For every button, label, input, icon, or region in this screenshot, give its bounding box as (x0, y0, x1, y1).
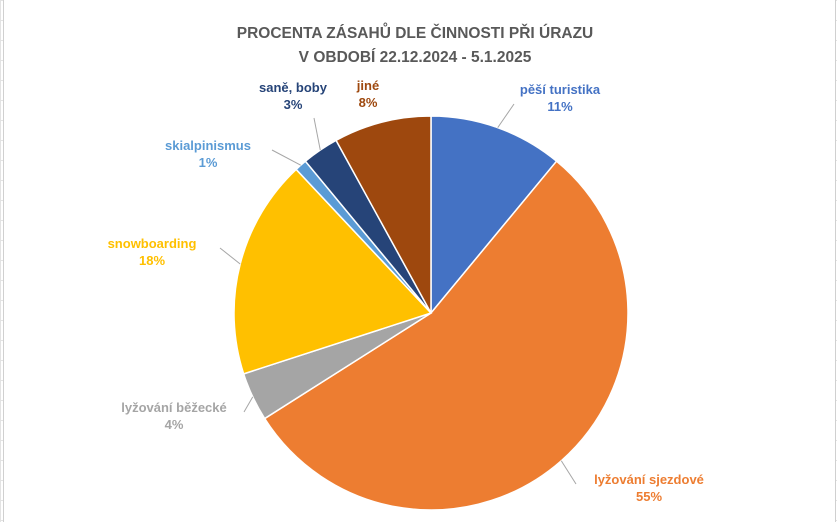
data-label-name-2: lyžování běžecké (121, 400, 227, 415)
data-label-value-5: 3% (284, 97, 303, 112)
data-label-value-6: 8% (359, 95, 378, 110)
data-label-name-3: snowboarding (108, 236, 197, 251)
pie-slice-1[interactable] (263, 160, 629, 511)
leader-line-3 (219, 247, 241, 265)
data-label-name-0: pěší turistika (520, 82, 601, 97)
chart-title-line-2: V OBDOBÍ 22.12.2024 - 5.1.2025 (299, 49, 532, 66)
data-label-value-1: 55% (636, 489, 662, 504)
data-label-value-0: 11% (547, 99, 573, 114)
data-label-value-4: 1% (199, 155, 218, 170)
data-label-value-2: 4% (165, 417, 184, 432)
chart-area[interactable]: PROCENTA ZÁSAHŮ DLE ČINNOSTI PŘI ÚRAZU V… (3, 0, 836, 522)
data-label-name-4: skialpinismus (165, 138, 251, 153)
data-label-name-1: lyžování sjezdové (594, 472, 704, 487)
data-label-value-3: 18% (139, 253, 165, 268)
leader-line-4 (271, 149, 301, 166)
data-label-name-5: saně, boby (259, 80, 328, 95)
leader-line-0 (497, 103, 515, 128)
pie-slices (233, 115, 629, 511)
leader-line-2 (243, 396, 254, 413)
chart-title-line-1: PROCENTA ZÁSAHŮ DLE ČINNOSTI PŘI ÚRAZU (237, 23, 594, 42)
pie-chart: PROCENTA ZÁSAHŮ DLE ČINNOSTI PŘI ÚRAZU V… (108, 23, 704, 511)
leader-line-5 (313, 117, 321, 151)
pie-slice-6[interactable] (335, 115, 432, 314)
leader-line-1 (560, 460, 577, 485)
data-labels: pěší turistika 11% lyžování sjezdové 55% lyž… (108, 78, 704, 504)
data-label-name-6: jiné (356, 78, 379, 93)
leader-lines (219, 103, 577, 485)
